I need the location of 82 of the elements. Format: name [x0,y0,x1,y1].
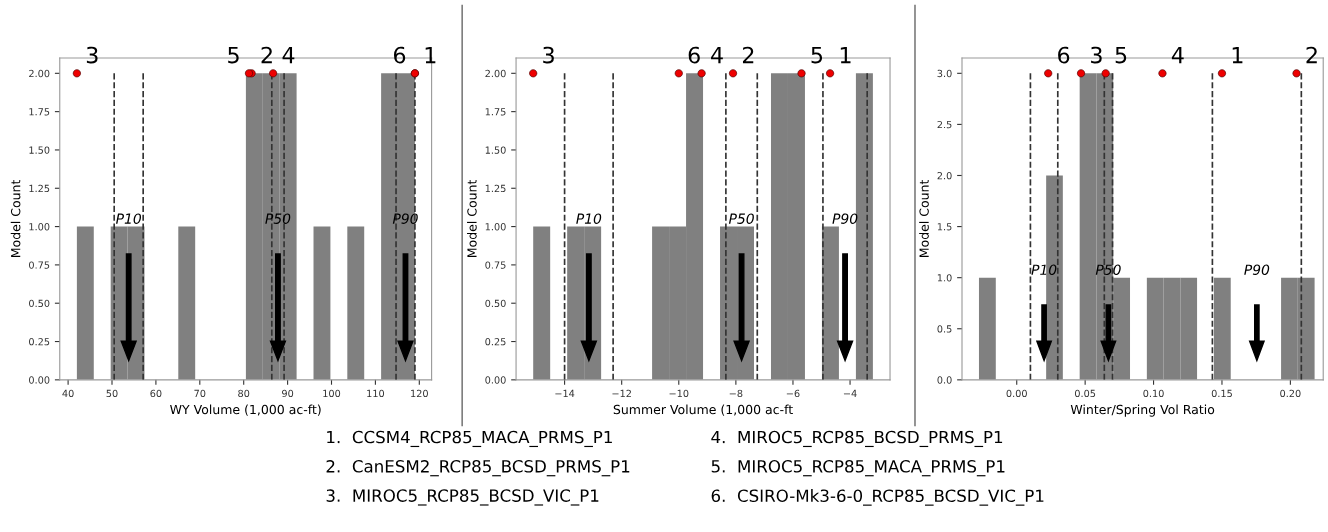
x-axis-title: Winter/Spring Vol Ratio [1070,404,1215,417]
y-tick-label: 0.00 [29,376,50,384]
y-tick-label: 1.50 [29,146,50,154]
annotation: 4 [711,46,723,64]
ref-line-label: P50 [728,213,754,224]
x-tick-label: 0.00 [1006,389,1027,398]
x-tick-label: 40 [62,389,74,398]
x-tick-label: 0.20 [1280,389,1301,398]
annotation: 5 [1115,46,1127,64]
y-axis-title: Model Count [467,179,477,257]
x-axis-title: WY Volume (1,000 ac-ft) [170,404,321,416]
text: 5. MIROC5_RCP85_MACA_PRMS_P1 [711,460,1005,477]
annotation: 3 [543,46,554,64]
y-tick-label: 1.0 [937,274,952,282]
text: 2. CanESM2_RCP85_BCSD_PRMS_P1 [326,460,630,477]
x-tick-label: −8 [729,389,743,398]
y-tick-label: 1.25 [485,184,506,193]
y-axis-title: Model Count [919,179,929,257]
annotation: 6 [688,46,700,64]
ref-line-label: P10 [1031,264,1057,275]
y-tick-label: 2.00 [29,69,50,78]
annotation: 2 [1306,46,1317,64]
x-tick-label: −14 [555,389,575,397]
annotation: 4 [282,46,295,64]
annotation: 1 [425,46,436,64]
y-tick-label: 1.75 [485,108,506,116]
y-tick-label: 2.0 [937,171,952,180]
y-tick-label: 3.0 [937,69,952,78]
annotation: 6 [1058,46,1070,64]
text: 3. MIROC5_RCP85_BCSD_VIC_P1 [326,489,599,506]
y-tick-label: 1.00 [485,223,506,231]
x-axis-title: Summer Volume (1,000 ac-ft [613,404,793,416]
y-tick-label: 0.50 [29,299,50,308]
x-tick-label: 90 [282,389,294,398]
x-tick-label: −4 [843,389,857,397]
annotation: 2 [261,46,272,64]
y-tick-label: 0.75 [485,261,506,269]
annotation: 2 [742,46,754,64]
ref-line-label: P10 [116,213,142,224]
x-tick-label: −6 [786,389,800,398]
y-tick-label: 0.00 [485,376,506,384]
x-tick-label: −10 [669,389,689,398]
y-tick-label: 1.25 [29,184,50,193]
y-tick-label: 1.75 [29,108,50,116]
x-tick-label: 110 [367,389,385,398]
text: 6. CSIRO-Mk3-6-0_RCP85_BCSD_VIC_P1 [711,489,1044,506]
x-tick-label: 70 [194,389,206,398]
y-tick-label: 0.25 [485,338,506,346]
text: 4. MIROC5_RCP85_BCSD_PRMS_P1 [711,430,1003,448]
y-tick-label: 1.00 [29,223,50,231]
y-tick-label: 0.0 [937,376,952,384]
x-tick-label: 80 [238,389,250,398]
y-axis-title: Model Count [10,179,21,257]
x-tick-label: −12 [612,389,631,397]
y-tick-label: 0.75 [29,261,50,269]
annotation: 3 [86,46,98,64]
x-tick-label: 0.05 [1074,389,1096,398]
annotation: 5 [811,46,823,64]
annotation: 1 [1232,46,1243,64]
ref-line-label: P10 [576,213,602,224]
x-tick-label: 120 [411,389,428,398]
annotation: 1 [840,46,851,64]
x-tick-label: 0.10 [1143,389,1164,398]
annotation: 5 [228,46,239,64]
y-tick-label: 2.00 [485,69,506,78]
y-tick-label: 2.5 [937,120,952,129]
y-tick-label: 0.50 [485,299,506,308]
annotation: 3 [1091,46,1102,64]
y-tick-label: 1.50 [485,146,506,154]
x-tick-label: 50 [106,389,118,398]
ref-line-label: P50 [265,213,291,224]
x-tick-label: 0.15 [1211,389,1232,398]
ref-line-label: P90 [1244,264,1270,275]
x-tick-label: 60 [150,389,162,398]
annotation: 6 [394,46,406,64]
y-tick-label: 1.5 [937,223,952,231]
y-tick-label: 0.25 [29,338,50,346]
ref-line-label: P90 [832,213,858,224]
text: 1. CCSM4_RCP85_MACA_PRMS_P1 [327,430,612,448]
annotation: 4 [1171,46,1184,64]
x-tick-label: 100 [323,389,341,398]
y-tick-label: 0.5 [937,325,952,333]
